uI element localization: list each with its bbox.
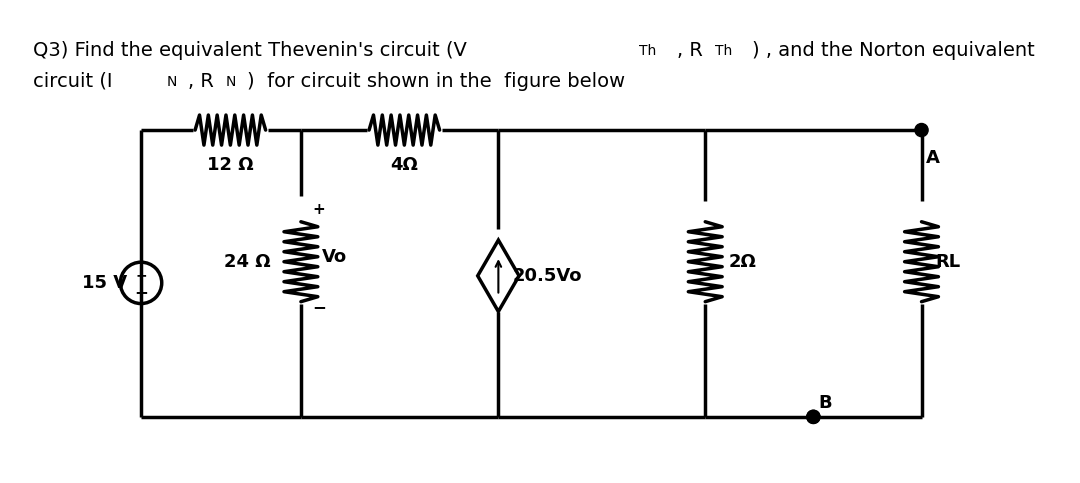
Text: RL: RL [935, 253, 961, 270]
Text: 15 V: 15 V [82, 274, 127, 292]
Text: 2Ω: 2Ω [729, 253, 757, 270]
Text: 20.5Vo: 20.5Vo [513, 267, 582, 285]
Text: , R: , R [677, 41, 703, 60]
Text: , R: , R [188, 72, 214, 91]
Text: 4Ω: 4Ω [390, 156, 418, 174]
Circle shape [915, 124, 928, 137]
Text: Q3) Find the equivalent Thevenin's circuit (V: Q3) Find the equivalent Thevenin's circu… [32, 41, 467, 60]
Text: Vo: Vo [322, 248, 347, 266]
Text: B: B [818, 394, 832, 412]
Text: Th: Th [715, 43, 732, 57]
Text: 12 Ω: 12 Ω [207, 156, 254, 174]
Text: −: − [312, 298, 326, 316]
Text: 24 Ω: 24 Ω [225, 253, 271, 270]
Text: Th: Th [639, 43, 657, 57]
Text: circuit (I: circuit (I [32, 72, 112, 91]
Text: ) , and the Norton equivalent: ) , and the Norton equivalent [753, 41, 1035, 60]
Text: N: N [166, 74, 177, 88]
Text: )  for circuit shown in the  figure below: ) for circuit shown in the figure below [247, 72, 625, 91]
Text: +: + [135, 270, 147, 284]
Text: +: + [312, 202, 325, 217]
Text: N: N [226, 74, 237, 88]
Text: A: A [927, 149, 940, 167]
Text: −: − [134, 283, 148, 301]
Circle shape [807, 410, 820, 424]
Circle shape [807, 410, 820, 424]
